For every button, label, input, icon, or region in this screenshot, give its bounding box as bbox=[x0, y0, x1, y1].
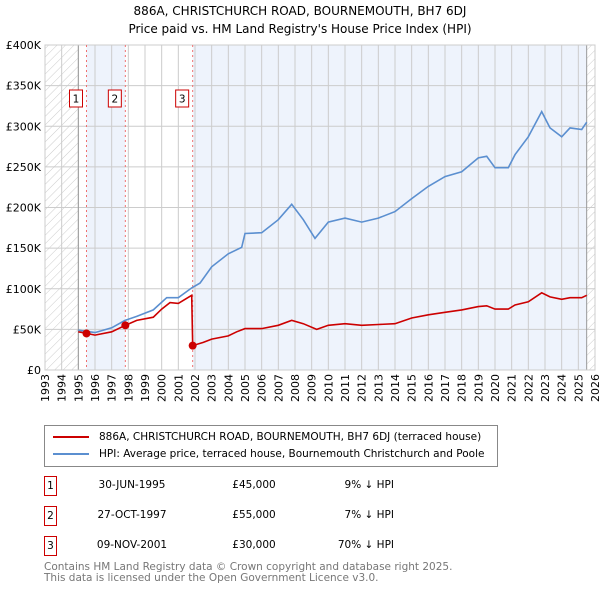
footer-license: This data is licensed under the Open Gov… bbox=[44, 572, 379, 584]
x-tick-label: 2023 bbox=[539, 374, 552, 402]
price-chart: 1993 1994 1995 1996 1997 1998 1999 2000 2001 2002… bbox=[6, 39, 600, 402]
sale-marker-label: 2 bbox=[111, 94, 118, 106]
sale-number: 2 bbox=[44, 506, 57, 526]
x-tick-label: 2018 bbox=[456, 374, 469, 402]
x-tick-label: 2016 bbox=[422, 374, 435, 402]
sale-hpi-diff: 7% ↓ HPI bbox=[344, 509, 394, 521]
x-tick-label: 2011 bbox=[339, 374, 352, 402]
y-tick-label: £50K bbox=[13, 323, 42, 336]
x-tick-label: 2024 bbox=[556, 374, 569, 402]
x-tick-label: 2022 bbox=[522, 374, 535, 402]
sale-price: £55,000 bbox=[232, 509, 276, 521]
x-tick-label: 1996 bbox=[89, 374, 102, 402]
sale-marker-label: 1 bbox=[73, 94, 80, 106]
x-tick-label: 2004 bbox=[222, 374, 235, 402]
chart-subtitle: Price paid vs. HM Land Registry's House … bbox=[128, 22, 472, 36]
sale-date: 27-OCT-1997 bbox=[97, 509, 167, 521]
x-tick-label: 1997 bbox=[106, 374, 119, 402]
x-tick-label: 2020 bbox=[489, 374, 502, 402]
y-tick-label: £250K bbox=[6, 161, 42, 174]
x-tick-label: 1998 bbox=[122, 374, 135, 402]
x-tick-label: 2009 bbox=[306, 374, 319, 402]
sale-price: £30,000 bbox=[232, 539, 276, 551]
legend-hpi: HPI: Average price, terraced house, Bour… bbox=[99, 448, 485, 460]
x-tick-label: 2012 bbox=[356, 374, 369, 402]
x-tick-label: 2003 bbox=[206, 374, 219, 402]
y-tick-label: £100K bbox=[6, 283, 42, 296]
sale-marker-box bbox=[69, 89, 83, 108]
x-tick-label: 2026 bbox=[589, 374, 600, 402]
x-tick-label: 2008 bbox=[289, 374, 302, 402]
sale-row: 2 27-OCT-1997 £55,000 7% ↓ HPI bbox=[44, 506, 464, 528]
y-tick-label: £150K bbox=[6, 242, 42, 255]
x-tick-label: 2019 bbox=[472, 374, 485, 402]
x-tick-label: 2005 bbox=[239, 374, 252, 402]
hpi-series-line bbox=[78, 109, 588, 334]
legend-property: 886A, CHRISTCHURCH ROAD, BOURNEMOUTH, BH… bbox=[99, 431, 482, 443]
sale-number: 3 bbox=[44, 536, 57, 556]
sale-number: 1 bbox=[44, 476, 57, 496]
sale-row: 3 09-NOV-2001 £30,000 70% ↓ HPI bbox=[44, 536, 464, 558]
x-tick-label: 1995 bbox=[72, 374, 85, 402]
sale-marker-box bbox=[175, 89, 190, 108]
x-tick-label: 2014 bbox=[389, 374, 402, 402]
x-tick-label: 2001 bbox=[172, 374, 185, 402]
x-tick-label: 1994 bbox=[56, 374, 69, 402]
legend-blue-line bbox=[53, 453, 89, 455]
x-tick-label: 2002 bbox=[189, 374, 202, 402]
legend-red-line bbox=[53, 436, 89, 438]
chart-title: 886A, CHRISTCHURCH ROAD, BOURNEMOUTH, BH… bbox=[133, 4, 467, 18]
x-tick-label: 2015 bbox=[406, 374, 419, 402]
y-tick-label: £350K bbox=[6, 80, 42, 93]
y-tick-label: £400K bbox=[6, 39, 42, 52]
footer-copyright: Contains HM Land Registry data © Crown c… bbox=[44, 561, 453, 573]
sale-date: 30-JUN-1995 bbox=[98, 479, 166, 491]
sale-date: 09-NOV-2001 bbox=[96, 539, 168, 551]
sale-row: 1 30-JUN-1995 £45,000 9% ↓ HPI bbox=[44, 476, 464, 498]
y-tick-label: £0 bbox=[27, 364, 41, 377]
y-tick-label: £300K bbox=[6, 120, 42, 133]
sale-marker-label: 3 bbox=[179, 94, 186, 106]
y-tick-label: £200K bbox=[6, 202, 42, 215]
x-tick-label: 2010 bbox=[322, 374, 335, 402]
plot-border bbox=[44, 44, 596, 371]
legend: 886A, CHRISTCHURCH ROAD, BOURNEMOUTH, BH… bbox=[44, 425, 498, 467]
x-tick-label: 2006 bbox=[256, 374, 269, 402]
sale-marker-box bbox=[107, 89, 122, 108]
sale-point bbox=[82, 329, 91, 338]
sale-point bbox=[188, 341, 197, 350]
sale-price: £45,000 bbox=[232, 479, 276, 491]
property-series-line bbox=[78, 291, 588, 347]
x-tick-label: 2007 bbox=[272, 374, 285, 402]
sale-hpi-diff: 9% ↓ HPI bbox=[344, 479, 394, 491]
x-tick-label: 2025 bbox=[572, 374, 585, 402]
x-tick-label: 2021 bbox=[506, 374, 519, 402]
x-tick-label: 2017 bbox=[439, 374, 452, 402]
x-tick-label: 2000 bbox=[156, 374, 169, 402]
sale-hpi-diff: 70% ↓ HPI bbox=[337, 539, 394, 551]
sale-point bbox=[121, 321, 130, 330]
x-tick-label: 1999 bbox=[139, 374, 152, 402]
x-tick-label: 2013 bbox=[372, 374, 385, 402]
x-tick-label: 1993 bbox=[39, 374, 52, 402]
